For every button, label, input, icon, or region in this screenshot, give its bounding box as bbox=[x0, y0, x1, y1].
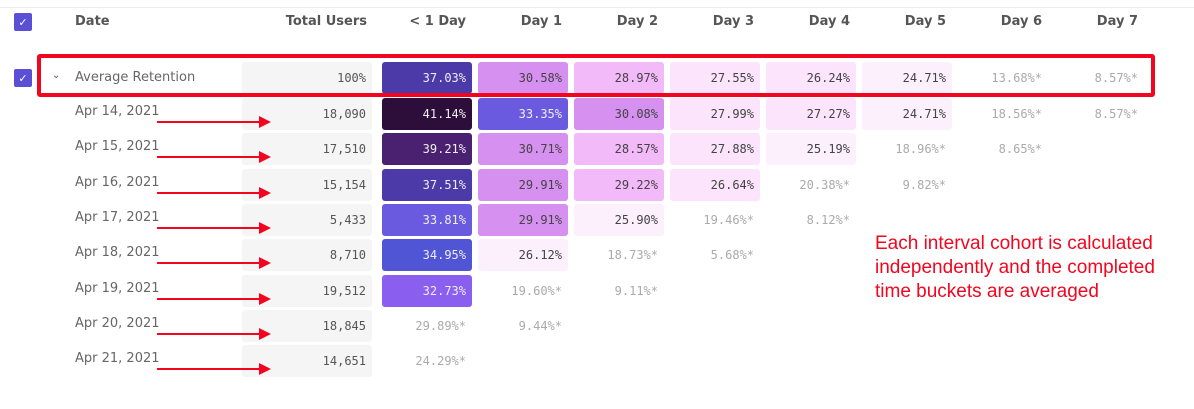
retention-cell[interactable]: 32.73% bbox=[382, 274, 472, 307]
retention-cell[interactable]: 29.89%* bbox=[415, 318, 466, 333]
cohort-date: Apr 21, 2021 bbox=[75, 351, 160, 367]
check-icon: ✓ bbox=[18, 15, 28, 29]
cohort-date: Apr 19, 2021 bbox=[75, 280, 160, 296]
retention-cell[interactable]: 30.58% bbox=[478, 62, 568, 94]
retention-cell[interactable]: 24.71% bbox=[862, 62, 952, 94]
header-bucket[interactable]: Day 7 bbox=[1096, 14, 1138, 29]
retention-cell[interactable]: 26.64% bbox=[670, 168, 760, 201]
retention-cell[interactable]: 24.71% bbox=[862, 98, 952, 130]
retention-cell[interactable]: 34.95% bbox=[382, 239, 472, 272]
red-arrow bbox=[157, 257, 271, 270]
retention-cell[interactable]: 27.55% bbox=[670, 62, 760, 94]
header-date[interactable]: Date bbox=[75, 14, 110, 29]
check-icon: ✓ bbox=[18, 71, 28, 85]
red-arrow bbox=[157, 363, 271, 376]
red-arrow bbox=[157, 221, 271, 234]
red-arrow bbox=[157, 292, 271, 305]
header-bucket[interactable]: Day 6 bbox=[1000, 14, 1042, 29]
average-retention-label: Average Retention bbox=[75, 70, 196, 85]
retention-cell[interactable]: 8.65%* bbox=[998, 142, 1042, 157]
average-checkbox[interactable]: ✓ bbox=[14, 69, 32, 87]
retention-cell[interactable]: 37.51% bbox=[382, 168, 472, 201]
retention-cell[interactable]: 9.44%* bbox=[518, 318, 562, 333]
retention-cell[interactable]: 25.19% bbox=[766, 133, 856, 166]
cohort-date: Apr 18, 2021 bbox=[75, 245, 160, 261]
retention-cell[interactable]: 8.57%* bbox=[1094, 107, 1138, 121]
retention-cell[interactable]: 9.11%* bbox=[614, 283, 658, 298]
chevron-down-icon[interactable]: ⌄ bbox=[52, 70, 61, 81]
retention-cell[interactable]: 28.97% bbox=[574, 62, 664, 94]
retention-cell[interactable]: 26.12% bbox=[478, 239, 568, 272]
top-divider bbox=[0, 7, 1194, 8]
retention-cell[interactable]: 5.68%* bbox=[710, 248, 754, 263]
average-total: 100% bbox=[242, 62, 372, 94]
header-bucket[interactable]: < 1 Day bbox=[409, 14, 466, 29]
retention-cell[interactable]: 30.08% bbox=[574, 98, 664, 130]
retention-cell[interactable]: 33.35% bbox=[478, 98, 568, 130]
red-arrow bbox=[157, 186, 271, 199]
retention-cell[interactable]: 9.82%* bbox=[902, 177, 946, 192]
retention-cell[interactable]: 13.68%* bbox=[991, 71, 1042, 85]
cohort-date: Apr 16, 2021 bbox=[75, 174, 160, 190]
red-arrow bbox=[157, 116, 271, 128]
cohort-total-users: 18,845 bbox=[242, 309, 372, 342]
retention-cell[interactable]: 26.24% bbox=[766, 62, 856, 94]
header-total-users[interactable]: Total Users bbox=[285, 14, 367, 29]
retention-cell[interactable]: 18.73%* bbox=[607, 248, 658, 263]
header-bucket[interactable]: Day 3 bbox=[712, 14, 754, 29]
retention-cell[interactable]: 30.71% bbox=[478, 133, 568, 166]
select-all-checkbox[interactable]: ✓ bbox=[14, 13, 32, 31]
highlight-box bbox=[37, 54, 1155, 97]
retention-cell[interactable]: 18.56%* bbox=[991, 107, 1042, 121]
retention-cell[interactable]: 8.57%* bbox=[1094, 71, 1138, 85]
retention-cell[interactable]: 33.81% bbox=[382, 203, 472, 236]
retention-cell[interactable]: 20.38%* bbox=[799, 177, 850, 192]
retention-cell[interactable]: 28.57% bbox=[574, 133, 664, 166]
retention-cell[interactable]: 37.03% bbox=[382, 62, 472, 94]
retention-cell[interactable]: 19.46%* bbox=[703, 212, 754, 227]
cohort-date: Apr 14, 2021 bbox=[75, 104, 160, 119]
retention-cell[interactable]: 27.27% bbox=[766, 98, 856, 130]
red-arrow bbox=[157, 151, 271, 164]
cohort-date: Apr 15, 2021 bbox=[75, 139, 160, 155]
retention-cell[interactable]: 27.99% bbox=[670, 98, 760, 130]
cohort-date: Apr 20, 2021 bbox=[75, 315, 160, 331]
retention-cell[interactable]: 29.91% bbox=[478, 168, 568, 201]
red-arrow bbox=[157, 327, 271, 340]
retention-cell[interactable]: 27.88% bbox=[670, 133, 760, 166]
retention-cell[interactable]: 29.91% bbox=[478, 203, 568, 236]
retention-cell[interactable]: 19.60%* bbox=[511, 283, 562, 298]
retention-cell[interactable]: 41.14% bbox=[382, 98, 472, 130]
header-bucket[interactable]: Day 2 bbox=[616, 14, 658, 29]
cohort-total-users: 15,154 bbox=[242, 168, 372, 201]
cohort-date: Apr 17, 2021 bbox=[75, 209, 160, 225]
header-bucket[interactable]: Day 4 bbox=[808, 14, 850, 29]
retention-cell[interactable]: 25.90% bbox=[574, 203, 664, 236]
retention-cell[interactable]: 39.21% bbox=[382, 133, 472, 166]
retention-cell[interactable]: 29.22% bbox=[574, 168, 664, 201]
retention-cell[interactable]: 18.96%* bbox=[895, 142, 946, 157]
header-bucket[interactable]: Day 5 bbox=[904, 14, 946, 29]
annotation-text: Each interval cohort is calculated indep… bbox=[875, 233, 1155, 302]
header-bucket[interactable]: Day 1 bbox=[520, 14, 562, 29]
retention-cell[interactable]: 24.29%* bbox=[415, 354, 466, 369]
retention-cell[interactable]: 8.12%* bbox=[806, 212, 850, 227]
